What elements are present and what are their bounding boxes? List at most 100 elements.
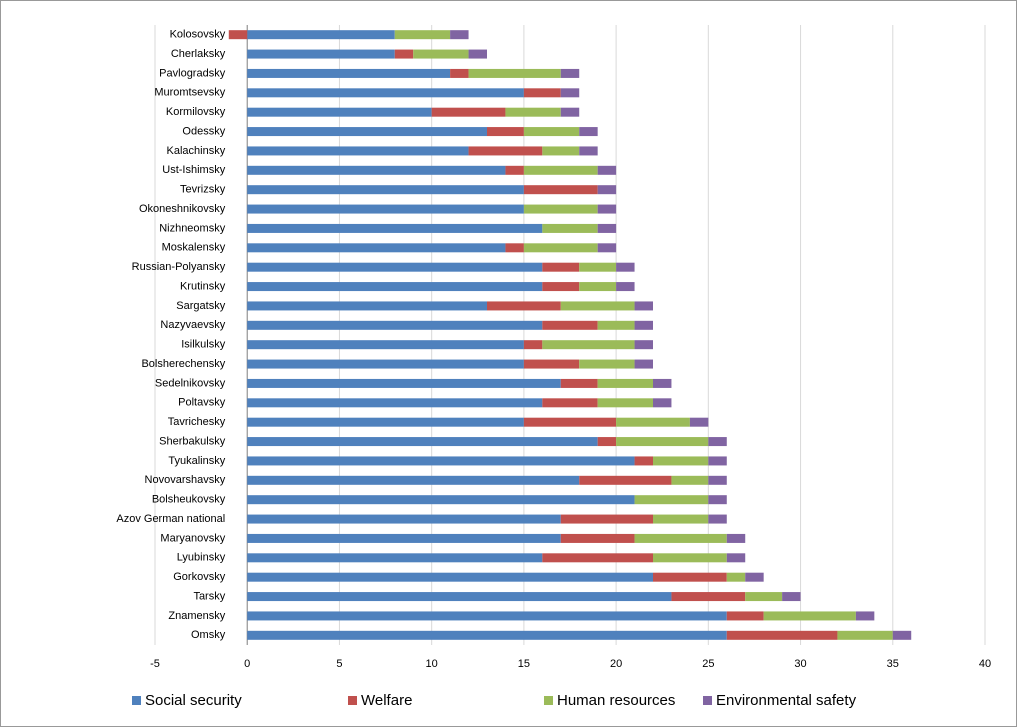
- bar-segment: [689, 417, 709, 427]
- bar-segment: [855, 611, 875, 621]
- bar-segment: [247, 68, 451, 78]
- x-tick-label: 20: [610, 658, 622, 670]
- bar-segment: [579, 262, 617, 272]
- bar-segment: [634, 359, 653, 369]
- x-tick-label: 10: [426, 658, 438, 670]
- legend-label: Environmental safety: [716, 692, 857, 709]
- bar-segment: [597, 243, 617, 253]
- y-tick-label: Maryanovsky: [160, 532, 225, 544]
- bar-segment: [634, 533, 727, 543]
- y-tick-label: Tavrichesky: [168, 416, 226, 428]
- bar-segment: [597, 378, 653, 388]
- bar-segment: [634, 340, 653, 350]
- bar-segment: [247, 398, 543, 408]
- legend-label: Welfare: [361, 692, 412, 709]
- bar-segment: [247, 204, 524, 214]
- bar-segment: [708, 456, 727, 466]
- bar-segment: [468, 49, 487, 59]
- y-tick-label: Pavlogradsky: [159, 67, 226, 79]
- bar-segment: [523, 88, 561, 98]
- bar-segment: [523, 204, 598, 214]
- bar-segment: [450, 30, 469, 40]
- bar-segment: [653, 378, 672, 388]
- y-tick-label: Kalachinsky: [167, 145, 226, 157]
- y-tick-label: Isilkulsky: [181, 339, 226, 351]
- bar-segment: [247, 262, 543, 272]
- bar-segment: [505, 165, 524, 175]
- x-tick-label: 30: [794, 658, 806, 670]
- bar-segment: [560, 88, 580, 98]
- bar-segment: [247, 572, 653, 582]
- bar-segment: [247, 592, 672, 602]
- bar-segment: [394, 49, 414, 59]
- bar-segment: [523, 243, 598, 253]
- bar-segment: [450, 68, 469, 78]
- bar-segment: [708, 495, 727, 505]
- bar-segment: [468, 146, 543, 156]
- bar-segment: [597, 437, 617, 447]
- bar-segment: [708, 475, 727, 485]
- bar-segment: [247, 417, 524, 427]
- bar-segment: [542, 223, 598, 233]
- legend: Social security Welfare Human resources Env…: [132, 692, 857, 709]
- x-tick-label: 5: [336, 658, 342, 670]
- bar-segment: [523, 185, 598, 195]
- bar-segment: [745, 572, 764, 582]
- bar-segment: [487, 301, 561, 311]
- legend-swatch: [703, 696, 712, 705]
- bar-segment: [837, 630, 893, 640]
- bar-segment: [468, 68, 561, 78]
- bar-segment: [247, 456, 635, 466]
- y-tick-label: Okoneshnikovsky: [139, 203, 226, 215]
- y-tick-label: Muromtsevsky: [154, 87, 225, 99]
- bar-segment: [247, 146, 469, 156]
- bar-segment: [653, 456, 709, 466]
- bar-segment: [542, 553, 653, 563]
- bar-segment: [247, 514, 561, 524]
- bar-segment: [247, 320, 543, 330]
- bar-segment: [247, 378, 561, 388]
- bar-segment: [597, 165, 617, 175]
- y-tick-label: Tyukalinsky: [168, 455, 225, 467]
- y-tick-label: Lyubinsky: [177, 552, 226, 564]
- bar-segment: [616, 282, 635, 292]
- bar-segment: [247, 127, 487, 137]
- bar-segment: [560, 533, 635, 543]
- bar-segment: [247, 223, 543, 233]
- bar-segment: [560, 107, 580, 117]
- bar-segment: [653, 398, 672, 408]
- bar-segment: [892, 630, 912, 640]
- x-tick-label: 40: [979, 658, 991, 670]
- legend-label: Human resources: [557, 692, 675, 709]
- bar-segment: [542, 282, 580, 292]
- bar-segment: [634, 456, 653, 466]
- bar-segment: [247, 630, 727, 640]
- y-tick-label: Cherlaksky: [171, 48, 226, 60]
- bar-segment: [542, 262, 580, 272]
- bar-segment: [247, 340, 524, 350]
- bar-segment: [523, 340, 543, 350]
- y-tick-label: Kolosovsky: [170, 29, 226, 41]
- bar-segment: [542, 340, 635, 350]
- bar-segment: [597, 204, 617, 214]
- y-tick-label: Tevrizsky: [180, 184, 226, 196]
- legend-label: Social security: [145, 692, 242, 709]
- y-tick-label: Azov German national: [116, 513, 225, 525]
- y-tick-label: Ust-Ishimsky: [162, 164, 225, 176]
- bar-segment: [616, 417, 690, 427]
- bar-segment: [505, 107, 561, 117]
- legend-swatch: [348, 696, 357, 705]
- bar-segment: [247, 282, 543, 292]
- bar-segment: [708, 437, 727, 447]
- y-tick-label: Russian-Polyansky: [132, 261, 226, 273]
- y-tick-label: Znamensky: [168, 610, 225, 622]
- bar-segment: [579, 475, 672, 485]
- bar-segment: [247, 495, 635, 505]
- x-tick-label: 15: [518, 658, 530, 670]
- bar-segment: [542, 398, 598, 408]
- bar-segment: [579, 146, 598, 156]
- bar-segment: [782, 592, 801, 602]
- bar-segment: [247, 611, 727, 621]
